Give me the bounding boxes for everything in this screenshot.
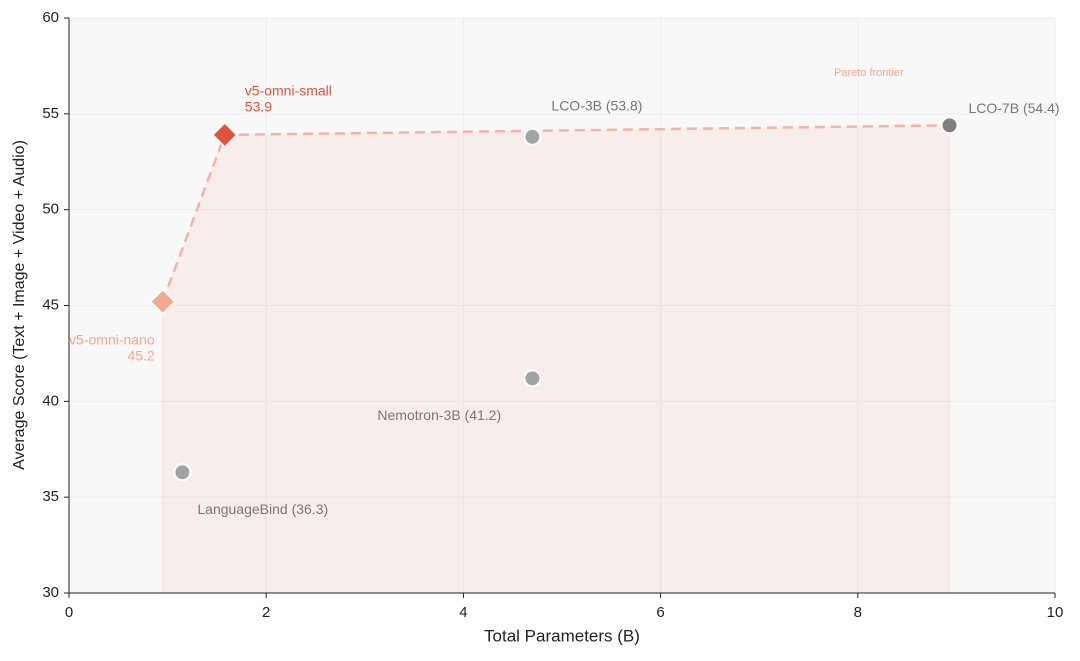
point-label: LanguageBind (36.3) <box>197 501 328 517</box>
point-label: v5-omni-nano <box>69 331 155 347</box>
frontier-area <box>162 125 950 593</box>
x-tick-label: 6 <box>656 604 664 621</box>
point <box>173 463 192 482</box>
y-tick-label: 40 <box>42 392 59 409</box>
point-label: LCO-3B (53.8) <box>551 98 642 114</box>
x-tick-label: 4 <box>459 604 467 621</box>
annotation: Pareto frontier <box>834 67 904 79</box>
point <box>149 288 176 315</box>
y-axis-label: Average Score (Text + Image + Video + Au… <box>11 140 28 470</box>
y-tick-label: 50 <box>42 201 59 218</box>
value-label: 45.2 <box>127 347 154 363</box>
point <box>523 369 542 388</box>
x-tick-label: 10 <box>1047 604 1064 621</box>
marks <box>161 124 950 593</box>
point-label: Nemotron-3B (41.2) <box>377 407 501 423</box>
y-tick-label: 30 <box>42 584 59 601</box>
x-tick-label: 0 <box>65 604 73 621</box>
x-tick-label: 8 <box>854 604 862 621</box>
point-label: LCO-7B (54.4) <box>968 100 1059 116</box>
y-tick-label: 60 <box>42 9 59 26</box>
y-tick-label: 35 <box>42 488 59 505</box>
x-axis-label: Total Parameters (B) <box>484 626 640 645</box>
point <box>940 116 959 135</box>
y-tick-label: 55 <box>42 105 59 122</box>
value-label: 53.9 <box>245 99 272 115</box>
y-tick-label: 45 <box>42 296 59 313</box>
point <box>523 127 542 146</box>
x-tick-label: 2 <box>262 604 270 621</box>
point <box>211 121 238 148</box>
point-label: v5-omni-small <box>245 83 332 99</box>
